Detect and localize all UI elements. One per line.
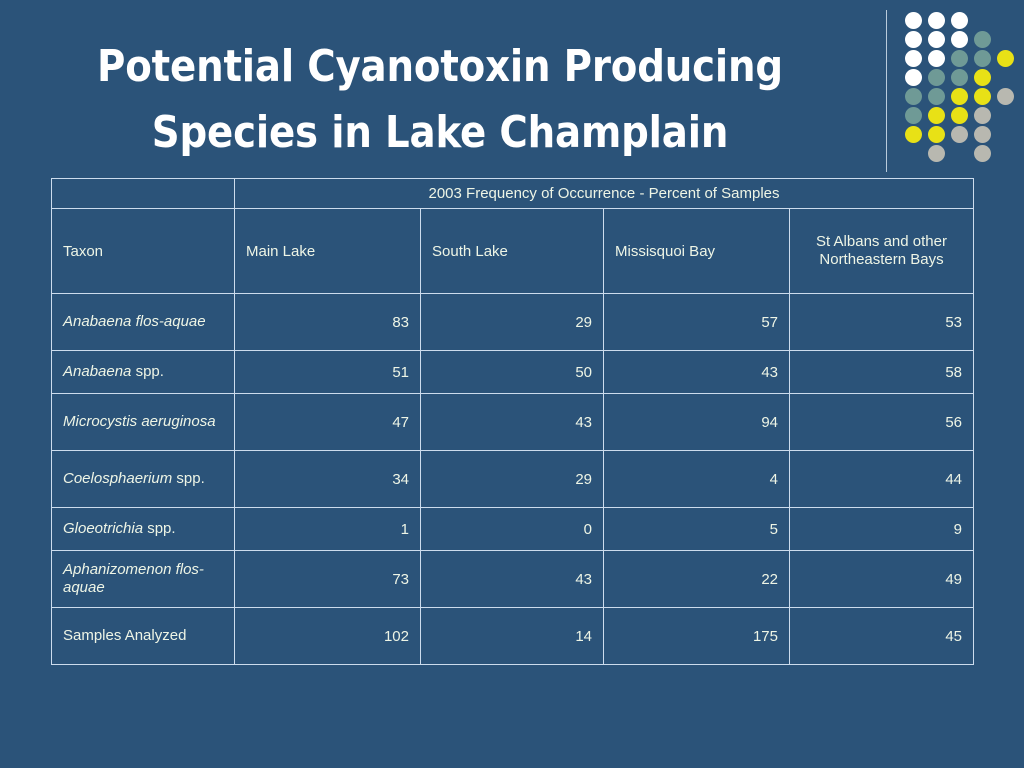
taxon-scientific-name: Anabaena flos-aquae <box>63 313 206 330</box>
taxon-qualifier: spp. <box>131 363 164 380</box>
taxon-qualifier: spp. <box>143 520 176 537</box>
cell-missisquoi-bay: 175 <box>603 607 790 665</box>
table-row: Gloeotrichia spp. 1 0 5 9 <box>51 507 975 551</box>
decoration-dot <box>974 145 991 162</box>
cell-st-albans: 58 <box>788 350 975 394</box>
decoration-dot <box>928 12 945 29</box>
decoration-dot <box>928 69 945 86</box>
cell-taxon: Aphanizomenon flos-aquae <box>51 550 235 608</box>
decoration-dot <box>905 69 922 86</box>
cell-missisquoi-bay: 4 <box>603 450 790 508</box>
cell-st-albans: 9 <box>788 507 975 551</box>
decoration-dot <box>905 126 922 143</box>
cell-south-lake: 14 <box>420 607 604 665</box>
decoration-dot <box>905 12 922 29</box>
taxon-scientific-name: Gloeotrichia <box>63 520 144 537</box>
cell-taxon: Coelosphaerium spp. <box>51 450 235 508</box>
cell-main-lake: 1 <box>234 507 421 551</box>
cell-st-albans: 56 <box>788 393 975 451</box>
decoration-dot <box>951 31 968 48</box>
decoration-dot <box>951 88 968 105</box>
cell-taxon: Anabaena spp. <box>51 350 235 394</box>
taxon-scientific-name: Aphanizomenon flos-aquae <box>63 561 204 596</box>
cell-main-lake: 102 <box>234 607 421 665</box>
decoration-dot <box>951 126 968 143</box>
decoration-dot <box>905 88 922 105</box>
decoration-dot <box>951 107 968 124</box>
decoration-dot <box>974 88 991 105</box>
cell-south-lake: 43 <box>420 393 604 451</box>
table-banner-title: 2003 Frequency of Occurrence - Percent o… <box>233 178 975 209</box>
table-row: Samples Analyzed 102 14 175 45 <box>51 607 975 665</box>
table-banner-row: 2003 Frequency of Occurrence - Percent o… <box>51 178 975 209</box>
decoration-dot <box>928 50 945 67</box>
table-row: Anabaena spp. 51 50 43 58 <box>51 350 975 394</box>
cell-taxon: Samples Analyzed <box>51 607 235 665</box>
decoration-dot <box>974 69 991 86</box>
decoration-dot <box>928 31 945 48</box>
title-divider <box>886 10 887 172</box>
decoration-dot <box>997 88 1014 105</box>
cell-taxon: Gloeotrichia spp. <box>51 507 235 551</box>
taxon-scientific-name: Coelosphaerium <box>63 470 173 487</box>
taxon-qualifier: spp. <box>172 470 205 487</box>
column-header-taxon: Taxon <box>51 208 235 294</box>
cell-missisquoi-bay: 22 <box>603 550 790 608</box>
column-header-st-albans: St Albans and other Northeastern Bays <box>788 208 975 294</box>
taxon-scientific-name: Anabaena <box>63 363 132 380</box>
decoration-dot <box>974 31 991 48</box>
decoration-dot <box>997 50 1014 67</box>
decoration-dot <box>928 88 945 105</box>
column-header-main-lake: Main Lake <box>234 208 421 294</box>
decoration-dot <box>974 107 991 124</box>
cell-south-lake: 43 <box>420 550 604 608</box>
decoration-dot <box>928 126 945 143</box>
cyanotoxin-frequency-table: 2003 Frequency of Occurrence - Percent o… <box>51 178 975 665</box>
taxon-scientific-name: Microcystis aeruginosa <box>63 413 216 430</box>
taxon-qualifier: Samples Analyzed <box>63 627 187 644</box>
decoration-dot <box>905 107 922 124</box>
table-row: Anabaena flos-aquae 83 29 57 53 <box>51 293 975 351</box>
cell-south-lake: 29 <box>420 450 604 508</box>
cell-missisquoi-bay: 57 <box>603 293 790 351</box>
cell-main-lake: 34 <box>234 450 421 508</box>
table-row: Microcystis aeruginosa 47 43 94 56 <box>51 393 975 451</box>
cell-st-albans: 44 <box>788 450 975 508</box>
table-header-row: Taxon Main Lake South Lake Missisquoi Ba… <box>51 208 975 294</box>
cell-south-lake: 29 <box>420 293 604 351</box>
cell-missisquoi-bay: 94 <box>603 393 790 451</box>
cell-taxon: Anabaena flos-aquae <box>51 293 235 351</box>
cell-south-lake: 0 <box>420 507 604 551</box>
table-row: Coelosphaerium spp. 34 29 4 44 <box>51 450 975 508</box>
column-header-missisquoi-bay: Missisquoi Bay <box>603 208 790 294</box>
cell-missisquoi-bay: 5 <box>603 507 790 551</box>
dot-grid-decoration <box>905 12 1015 170</box>
cell-missisquoi-bay: 43 <box>603 350 790 394</box>
decoration-dot <box>974 50 991 67</box>
decoration-dot <box>928 107 945 124</box>
decoration-dot <box>905 31 922 48</box>
decoration-dot <box>951 69 968 86</box>
cell-taxon: Microcystis aeruginosa <box>51 393 235 451</box>
cell-st-albans: 45 <box>788 607 975 665</box>
banner-spacer-cell <box>51 178 235 209</box>
decoration-dot <box>974 126 991 143</box>
cell-st-albans: 53 <box>788 293 975 351</box>
cell-main-lake: 83 <box>234 293 421 351</box>
cell-south-lake: 50 <box>420 350 604 394</box>
decoration-dot <box>905 50 922 67</box>
cell-st-albans: 49 <box>788 550 975 608</box>
decoration-dot <box>951 12 968 29</box>
table-row: Aphanizomenon flos-aquae 73 43 22 49 <box>51 550 975 608</box>
decoration-dot <box>928 145 945 162</box>
cell-main-lake: 47 <box>234 393 421 451</box>
cell-main-lake: 51 <box>234 350 421 394</box>
page-title: Potential Cyanotoxin Producing Species i… <box>97 41 783 158</box>
decoration-dot <box>951 50 968 67</box>
column-header-south-lake: South Lake <box>420 208 604 294</box>
cell-main-lake: 73 <box>234 550 421 608</box>
